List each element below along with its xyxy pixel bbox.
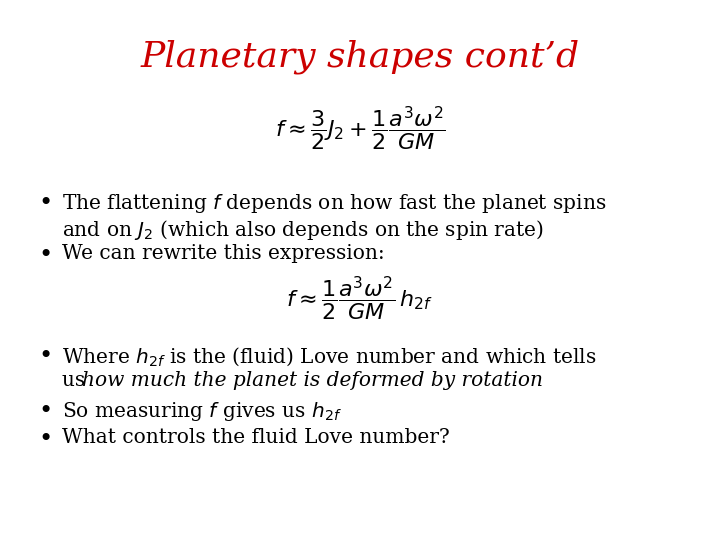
Text: We can rewrite this expression:: We can rewrite this expression: [62,244,384,263]
Text: Where $h_{2f}$ is the (fluid) Love number and which tells: Where $h_{2f}$ is the (fluid) Love numbe… [62,345,596,368]
Text: •: • [38,192,53,215]
Text: •: • [38,244,53,267]
Text: us: us [62,371,91,390]
Text: The flattening $f$ depends on how fast the planet spins: The flattening $f$ depends on how fast t… [62,192,606,215]
Text: So measuring $f$ gives us $h_{2f}$: So measuring $f$ gives us $h_{2f}$ [62,400,342,423]
Text: •: • [38,428,53,451]
Text: how much the planet is deformed by rotation: how much the planet is deformed by rotat… [82,371,543,390]
Text: Planetary shapes cont’d: Planetary shapes cont’d [140,40,580,75]
Text: $f \approx \dfrac{3}{2}J_2 + \dfrac{1}{2}\dfrac{a^3\omega^2}{GM}$: $f \approx \dfrac{3}{2}J_2 + \dfrac{1}{2… [274,105,446,153]
Text: $f \approx \dfrac{1}{2}\dfrac{a^3\omega^2}{GM}\,h_{2f}$: $f \approx \dfrac{1}{2}\dfrac{a^3\omega^… [287,275,433,323]
Text: •: • [38,400,53,423]
Text: What controls the fluid Love number?: What controls the fluid Love number? [62,428,450,447]
Text: and on $J_2$ (which also depends on the spin rate): and on $J_2$ (which also depends on the … [62,218,544,242]
Text: •: • [38,345,53,368]
